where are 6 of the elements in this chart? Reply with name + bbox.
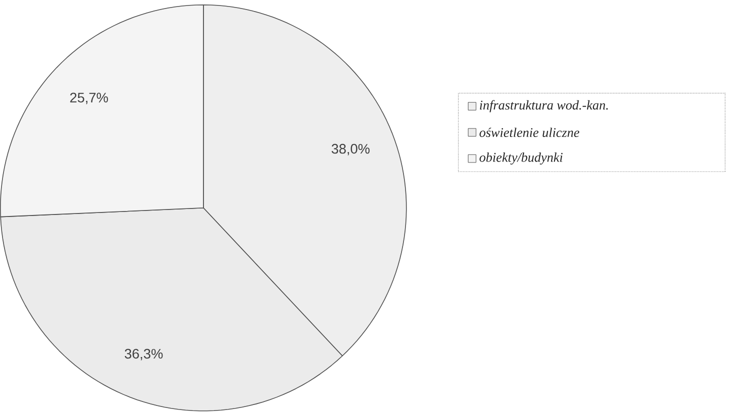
data-label: 25,7% bbox=[70, 92, 108, 104]
data-label: 36,3% bbox=[124, 348, 163, 360]
data-label: 38,0% bbox=[332, 144, 370, 156]
legend-label: infrastruktura wod.-kan. bbox=[480, 100, 608, 112]
legend-label: oświetlenie uliczne bbox=[480, 128, 580, 138]
legend-label: obiekty/budynki bbox=[480, 152, 563, 165]
